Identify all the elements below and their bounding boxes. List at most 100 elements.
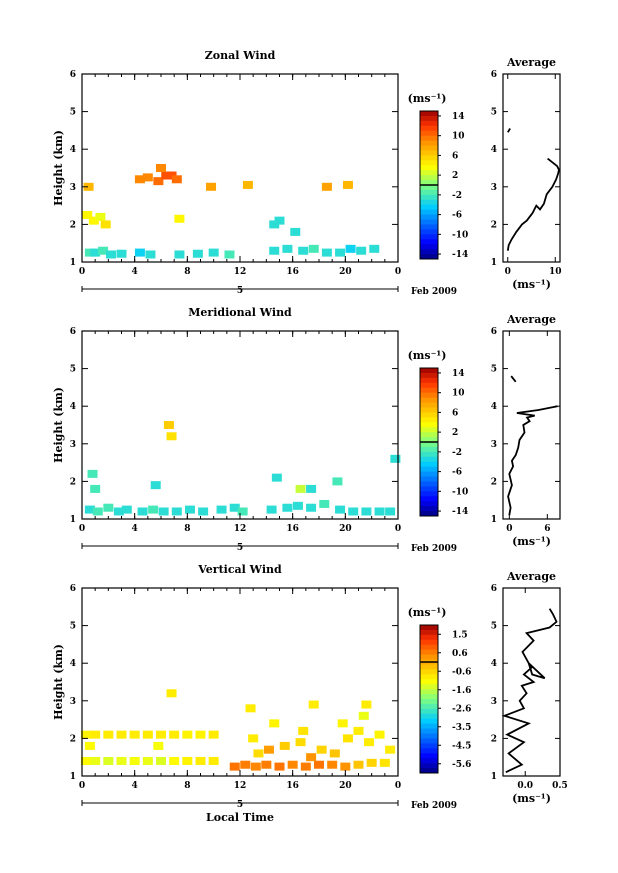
- colorbar-swatch: [420, 185, 438, 191]
- colorbar-swatch: [420, 189, 438, 196]
- colorbar-label: -2.6: [452, 704, 471, 714]
- colorbar-swatch: [420, 644, 438, 651]
- colorbar-swatch: [420, 432, 438, 438]
- heatmap-cell: [240, 760, 251, 769]
- plot-frame: [502, 73, 561, 263]
- heatmap-cell: [306, 484, 317, 493]
- colorbar-swatch: [420, 481, 438, 487]
- colorbar-swatch: [420, 180, 438, 186]
- colorbar-unit: (ms⁻¹): [408, 606, 447, 619]
- colorbar-label: -2: [452, 191, 462, 201]
- colorbar-swatch: [420, 165, 438, 171]
- colorbar-swatch: [420, 437, 438, 443]
- colorbar-label: -6: [452, 211, 462, 221]
- colorbar-swatch: [420, 456, 438, 463]
- colorbar-unit: (ms⁻¹): [408, 92, 447, 105]
- y-tick-label: 1: [491, 258, 497, 268]
- y-tick-label: 6: [70, 584, 76, 594]
- heatmap-cell: [321, 248, 332, 257]
- average-title: Average: [506, 313, 556, 326]
- colorbar-swatch: [420, 155, 438, 161]
- y-tick-label: 4: [491, 145, 497, 155]
- colorbar-swatch: [420, 427, 438, 433]
- colorbar-label: 6: [452, 151, 458, 161]
- heatmap-cell: [84, 505, 95, 514]
- heatmap-cell: [92, 507, 103, 516]
- colorbar-label: 14: [452, 112, 465, 122]
- heatmap-cell: [198, 507, 209, 516]
- y-tick-label: 3: [491, 697, 497, 707]
- heatmap-cell: [88, 216, 99, 225]
- heatmap-cell: [237, 507, 248, 516]
- heatmap-cell: [390, 454, 401, 463]
- heatmap-cell: [224, 250, 235, 259]
- y-tick-label: 3: [70, 440, 76, 450]
- heatmap-cell: [156, 730, 166, 739]
- heatmap-cell: [137, 507, 148, 516]
- colorbar-swatch: [420, 699, 438, 705]
- heatmap-cell: [116, 730, 127, 739]
- heatmap-cell: [103, 756, 114, 765]
- colorbar: 1.5 0.6 -0.6 -1.6 -2.6 -3.5 -4.5 -5.6 (ms⁻¹): [408, 606, 471, 774]
- heatmap-cell: [116, 756, 127, 765]
- y-tick-label: 4: [70, 145, 76, 155]
- colorbar-swatch: [420, 511, 438, 517]
- heatmap-cell: [282, 244, 293, 253]
- heatmap-cell: [245, 704, 256, 713]
- colorbar-swatch: [420, 713, 438, 720]
- x-tick-label: 16: [286, 781, 299, 791]
- heatmap-cell: [319, 499, 330, 508]
- colorbar-swatch: [420, 476, 438, 482]
- x-tick-label: 10: [549, 267, 562, 277]
- colorbar-swatch: [420, 229, 438, 235]
- colorbar-swatch: [420, 451, 438, 458]
- heatmap-cell: [182, 756, 193, 765]
- colorbar-swatch: [420, 679, 438, 685]
- heatmap-cell: [306, 503, 317, 512]
- heatmap-title: Vertical Wind: [197, 563, 282, 576]
- x-tick-label: 0: [79, 267, 85, 277]
- heatmap-cell: [80, 756, 91, 765]
- heatmap-cell: [269, 719, 280, 728]
- heatmap-cell: [361, 700, 372, 709]
- y-tick-label: 6: [70, 70, 76, 80]
- colorbar-swatch: [420, 461, 438, 468]
- heatmap-cell: [361, 507, 372, 516]
- y-tick-label: 6: [491, 327, 497, 337]
- heatmap-cell: [287, 760, 298, 769]
- y-tick-label: 4: [491, 402, 497, 412]
- heatmap-cell: [153, 741, 164, 750]
- heatmap-cell: [308, 700, 319, 709]
- heatmap-cell: [379, 758, 390, 767]
- colorbar-swatch: [420, 708, 438, 715]
- heatmap-cell: [166, 171, 177, 180]
- colorbar-swatch: [420, 115, 438, 122]
- heatmap-cell: [374, 730, 385, 739]
- colorbar-swatch: [420, 466, 438, 473]
- colorbar-swatch: [420, 496, 438, 502]
- y-tick-label: 5: [70, 108, 76, 118]
- heatmap-cell: [332, 477, 343, 486]
- heatmap-cell: [340, 762, 351, 771]
- heatmap-cell: [335, 248, 346, 257]
- average-profile-line: [507, 128, 511, 133]
- average-title: Average: [506, 570, 556, 583]
- heatmap-cell: [206, 182, 217, 191]
- colorbar-swatch: [420, 249, 438, 255]
- colorbar-label: 2: [452, 171, 458, 181]
- heatmap-cell: [142, 173, 153, 182]
- heatmap-cell: [345, 244, 356, 253]
- heatmap-cell: [274, 762, 285, 771]
- x-tick-label: 16: [286, 524, 299, 534]
- heatmap-cell: [148, 505, 159, 514]
- colorbar-swatch: [420, 372, 438, 379]
- x-tick-label: 20: [339, 524, 352, 534]
- heatmap-cell: [169, 756, 180, 765]
- date-axis-day: 5: [237, 800, 243, 810]
- heatmap-cell: [156, 756, 166, 765]
- x-tick-label: 0.5: [552, 781, 568, 791]
- heatmap-cell: [166, 689, 177, 698]
- colorbar-label: -10: [452, 230, 468, 240]
